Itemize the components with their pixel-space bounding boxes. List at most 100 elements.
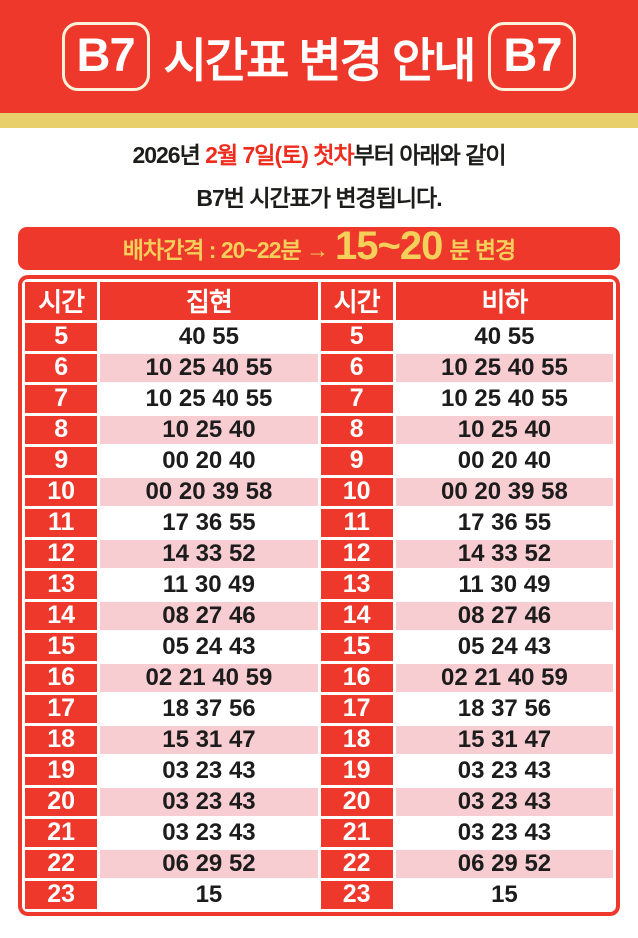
subtitle-date-highlight: 2월 7일(토) 첫차 [205, 142, 354, 168]
hour-cell-left: 15 [25, 632, 98, 661]
timetable: 시간 집현 시간 비하 5 40 55 5 40 55 6 10 25 40 55 6 10 … [18, 274, 620, 916]
jiphyeon-minutes-cell: 17 36 55 [100, 508, 318, 537]
hour-cell-right: 6 [320, 353, 393, 382]
hour-cell-left: 18 [25, 725, 98, 754]
hour-cell-right: 17 [320, 694, 393, 723]
biha-minutes-cell: 06 29 52 [395, 849, 613, 878]
biha-minutes-cell: 00 20 40 [395, 446, 613, 475]
hour-cell-left: 21 [25, 818, 98, 847]
jiphyeon-minutes-cell: 00 20 39 58 [100, 477, 318, 506]
timetable-table: 시간 집현 시간 비하 5 40 55 5 40 55 6 10 25 40 55 6 10 … [22, 278, 616, 912]
hour-cell-left: 22 [25, 849, 98, 878]
biha-minutes-cell: 40 55 [395, 322, 613, 351]
table-row: 18 15 31 47 18 15 31 47 [25, 725, 613, 754]
hour-cell-left: 19 [25, 756, 98, 785]
hour-cell-left: 11 [25, 508, 98, 537]
biha-minutes-cell: 10 25 40 55 [395, 384, 613, 413]
hour-cell-left: 6 [25, 353, 98, 382]
jiphyeon-minutes-cell: 14 33 52 [100, 539, 318, 568]
jiphyeon-minutes-cell: 10 25 40 55 [100, 353, 318, 382]
table-row: 8 10 25 40 8 10 25 40 [25, 415, 613, 444]
subtitle: 2026년 2월 7일(토) 첫차부터 아래와 같이 B7번 시간표가 변경됩니… [0, 141, 638, 214]
table-row: 14 08 27 46 14 08 27 46 [25, 601, 613, 630]
hour-cell-right: 9 [320, 446, 393, 475]
jiphyeon-minutes-cell: 08 27 46 [100, 601, 318, 630]
subtitle-line-2: B7번 시간표가 변경됩니다. [196, 184, 442, 211]
hour-cell-left: 5 [25, 322, 98, 351]
hour-cell-left: 14 [25, 601, 98, 630]
route-badge-right: B7 [488, 22, 577, 91]
hour-cell-right: 16 [320, 663, 393, 692]
hour-cell-left: 23 [25, 880, 98, 909]
subtitle-line-1-prefix: 2026년 [132, 142, 206, 168]
headway-old-interval: 배차간격 : 20~22분 → [122, 237, 329, 264]
hour-cell-left: 7 [25, 384, 98, 413]
hour-cell-right: 19 [320, 756, 393, 785]
table-row: 21 03 23 43 21 03 23 43 [25, 818, 613, 847]
biha-minutes-cell: 11 30 49 [395, 570, 613, 599]
hour-cell-left: 13 [25, 570, 98, 599]
subtitle-line-1-suffix: 부터 아래와 같이 [353, 142, 507, 168]
jiphyeon-minutes-cell: 10 25 40 55 [100, 384, 318, 413]
gold-divider [0, 113, 638, 128]
route-badge-left: B7 [61, 22, 150, 91]
biha-minutes-cell: 03 23 43 [395, 756, 613, 785]
jiphyeon-minutes-cell: 03 23 43 [100, 787, 318, 816]
table-header-row: 시간 집현 시간 비하 [25, 281, 613, 320]
hour-cell-left: 17 [25, 694, 98, 723]
table-row: 23 15 23 15 [25, 880, 613, 909]
biha-minutes-cell: 00 20 39 58 [395, 477, 613, 506]
hour-cell-right: 10 [320, 477, 393, 506]
hour-cell-right: 15 [320, 632, 393, 661]
table-row: 7 10 25 40 55 7 10 25 40 55 [25, 384, 613, 413]
hour-cell-right: 12 [320, 539, 393, 568]
col-header-jiphyeon: 집현 [100, 281, 318, 320]
table-row: 13 11 30 49 13 11 30 49 [25, 570, 613, 599]
biha-minutes-cell: 03 23 43 [395, 818, 613, 847]
col-header-biha: 비하 [395, 281, 613, 320]
biha-minutes-cell: 02 21 40 59 [395, 663, 613, 692]
hour-cell-right: 20 [320, 787, 393, 816]
biha-minutes-cell: 15 [395, 880, 613, 909]
hour-cell-right: 21 [320, 818, 393, 847]
jiphyeon-minutes-cell: 02 21 40 59 [100, 663, 318, 692]
hour-cell-left: 9 [25, 446, 98, 475]
hour-cell-right: 23 [320, 880, 393, 909]
hour-cell-right: 18 [320, 725, 393, 754]
hour-cell-left: 8 [25, 415, 98, 444]
hour-cell-left: 20 [25, 787, 98, 816]
jiphyeon-minutes-cell: 15 31 47 [100, 725, 318, 754]
biha-minutes-cell: 10 25 40 [395, 415, 613, 444]
jiphyeon-minutes-cell: 03 23 43 [100, 818, 318, 847]
hour-cell-right: 7 [320, 384, 393, 413]
jiphyeon-minutes-cell: 05 24 43 [100, 632, 318, 661]
biha-minutes-cell: 05 24 43 [395, 632, 613, 661]
biha-minutes-cell: 15 31 47 [395, 725, 613, 754]
biha-minutes-cell: 08 27 46 [395, 601, 613, 630]
table-row: 11 17 36 55 11 17 36 55 [25, 508, 613, 537]
table-row: 5 40 55 5 40 55 [25, 322, 613, 351]
biha-minutes-cell: 03 23 43 [395, 787, 613, 816]
table-row: 19 03 23 43 19 03 23 43 [25, 756, 613, 785]
headway-change-label: 분 변경 [449, 237, 516, 264]
subtitle-line-1: 2026년 2월 7일(토) 첫차부터 아래와 같이 [0, 141, 638, 171]
table-row: 10 00 20 39 58 10 00 20 39 58 [25, 477, 613, 506]
hour-cell-right: 11 [320, 508, 393, 537]
hour-cell-right: 13 [320, 570, 393, 599]
jiphyeon-minutes-cell: 03 23 43 [100, 756, 318, 785]
jiphyeon-minutes-cell: 40 55 [100, 322, 318, 351]
hour-cell-right: 22 [320, 849, 393, 878]
col-header-hour-1: 시간 [25, 281, 98, 320]
hour-cell-left: 12 [25, 539, 98, 568]
biha-minutes-cell: 17 36 55 [395, 508, 613, 537]
jiphyeon-minutes-cell: 15 [100, 880, 318, 909]
biha-minutes-cell: 18 37 56 [395, 694, 613, 723]
table-row: 6 10 25 40 55 6 10 25 40 55 [25, 353, 613, 382]
headway-notice-bar: 배차간격 : 20~22분 → 15~20 분 변경 [18, 226, 620, 270]
jiphyeon-minutes-cell: 06 29 52 [100, 849, 318, 878]
table-row: 20 03 23 43 20 03 23 43 [25, 787, 613, 816]
page-title: 시간표 변경 안내 [163, 34, 477, 87]
col-header-hour-2: 시간 [320, 281, 393, 320]
biha-minutes-cell: 14 33 52 [395, 539, 613, 568]
hour-cell-left: 10 [25, 477, 98, 506]
